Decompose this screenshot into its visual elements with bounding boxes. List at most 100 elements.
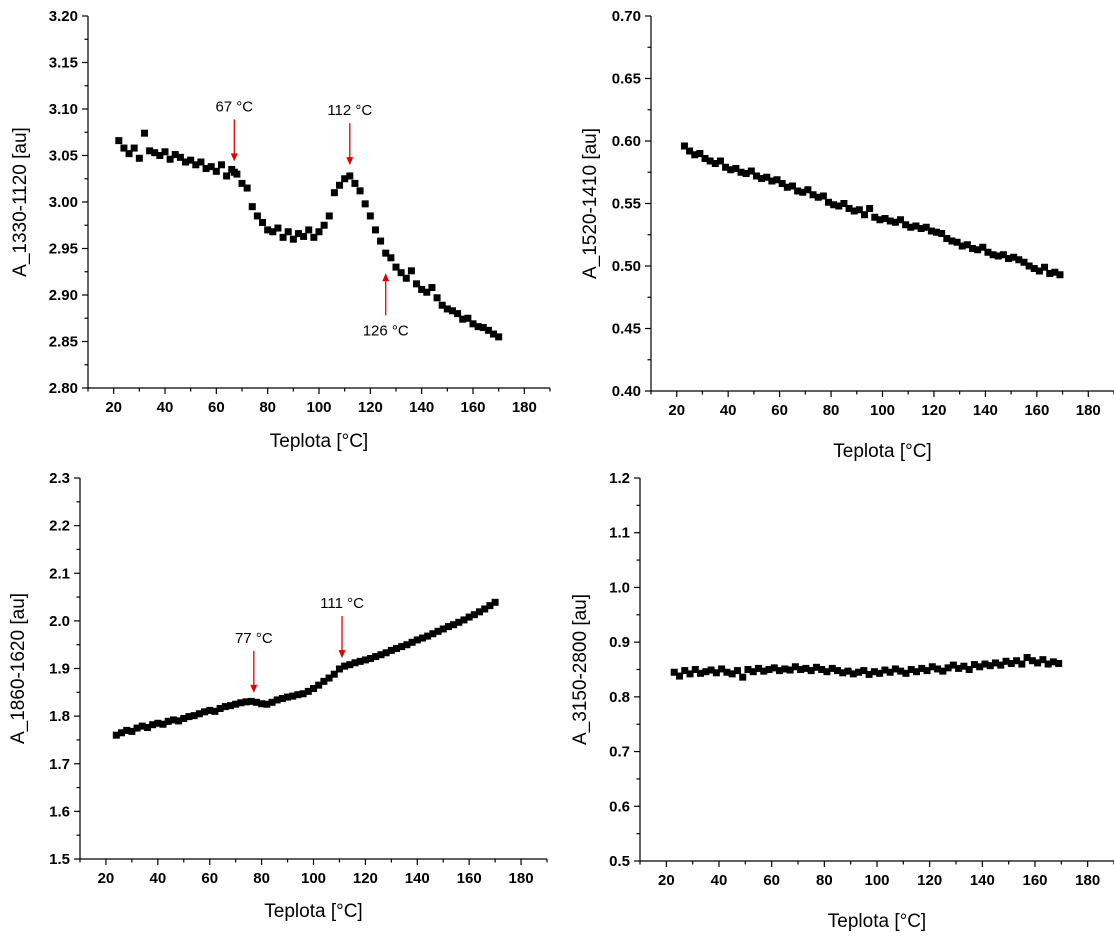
data-point (226, 702, 234, 710)
data-point (948, 237, 956, 245)
data-point (701, 155, 709, 162)
data-point (835, 202, 843, 210)
data-point (691, 151, 699, 159)
data-point (722, 163, 730, 171)
data-point (939, 667, 947, 675)
data-point (933, 228, 941, 236)
data-point (403, 641, 411, 649)
data-point (1010, 253, 1018, 261)
data-point (448, 307, 456, 315)
data-point (156, 152, 164, 159)
data-point (1018, 660, 1026, 668)
data-point (770, 664, 778, 672)
data-point (763, 173, 771, 181)
data-point (891, 665, 899, 673)
data-point (289, 235, 297, 243)
y-tick-label: 0.9 (609, 634, 630, 651)
data-point (781, 665, 789, 673)
data-point (428, 284, 436, 292)
data-point (744, 666, 752, 673)
data-point (778, 180, 786, 187)
data-point (195, 710, 203, 718)
data-point (1013, 657, 1021, 665)
data-point (1051, 268, 1059, 276)
data-point (1034, 659, 1042, 667)
data-point (187, 156, 195, 164)
data-point (881, 666, 889, 674)
data-point (294, 691, 302, 699)
data-point (479, 324, 487, 332)
data-point (969, 245, 977, 252)
data-point (112, 731, 120, 739)
data-point (918, 664, 926, 672)
data-point (840, 200, 848, 207)
data-point (913, 668, 920, 676)
data-point (752, 172, 760, 180)
y-tick-label: 0.65 (612, 71, 641, 88)
x-tick-label: 20 (105, 399, 122, 416)
data-point (797, 666, 805, 673)
data-point (897, 667, 905, 675)
data-point (258, 700, 266, 708)
y-tick-label: 0.55 (612, 196, 641, 213)
x-tick-label: 100 (864, 872, 889, 889)
data-point (454, 310, 462, 318)
data-point (418, 285, 426, 293)
data-point (999, 251, 1007, 259)
data-point (928, 663, 936, 671)
data-point (927, 227, 935, 235)
data-point (818, 666, 826, 673)
data-point (242, 698, 250, 706)
y-axis-title: A_3150-2800 [au] (570, 594, 591, 745)
data-point (356, 187, 364, 195)
data-point (755, 664, 762, 672)
y-tick-label: 3.05 (49, 148, 78, 165)
data-point (783, 183, 791, 191)
data-point (876, 669, 884, 677)
y-axis-title: A_1860-1620 [au] (8, 593, 29, 744)
y-tick-label: 0.6 (609, 798, 630, 815)
x-tick-label: 20 (668, 402, 685, 419)
data-point (135, 154, 143, 162)
y-tick-label: 2.0 (49, 613, 70, 630)
data-point (794, 187, 802, 195)
y-tick-label: 2.3 (49, 470, 70, 487)
data-point (166, 155, 174, 163)
data-point (269, 228, 277, 236)
data-point (315, 681, 323, 689)
data-point (733, 667, 741, 675)
data-point (965, 666, 973, 673)
y-axis-title: A_1520-1410 [au] (580, 128, 601, 279)
data-point (387, 254, 395, 262)
data-point (299, 690, 307, 698)
data-point (387, 646, 395, 654)
data-point (284, 228, 292, 236)
data-point (459, 315, 467, 323)
chart-panel-bottom-left: 20 40 60 80 100 120 140 160 180 1.5 1.6 1.7 1.8 1.9 2.… (8, 470, 548, 922)
data-point (408, 638, 416, 646)
data-point (855, 668, 863, 676)
data-point (691, 666, 699, 673)
data-point (963, 241, 971, 249)
data-point (718, 665, 726, 673)
annotation-label: 67 °C (215, 98, 253, 115)
data-point (917, 225, 925, 232)
data-point (989, 251, 997, 259)
data-point (470, 611, 478, 619)
data-point (860, 667, 868, 675)
data-point (897, 216, 905, 224)
data-point (707, 666, 715, 674)
x-tick-label: 60 (771, 402, 788, 419)
data-point (413, 280, 421, 288)
data-point (398, 643, 406, 651)
data-point (325, 674, 333, 682)
data-point (216, 705, 224, 713)
data-point (439, 625, 447, 633)
data-point (182, 158, 190, 166)
data-point (981, 660, 989, 668)
data-point (382, 649, 390, 657)
data-point (986, 662, 994, 670)
data-point (407, 267, 415, 275)
data-point (786, 666, 794, 674)
